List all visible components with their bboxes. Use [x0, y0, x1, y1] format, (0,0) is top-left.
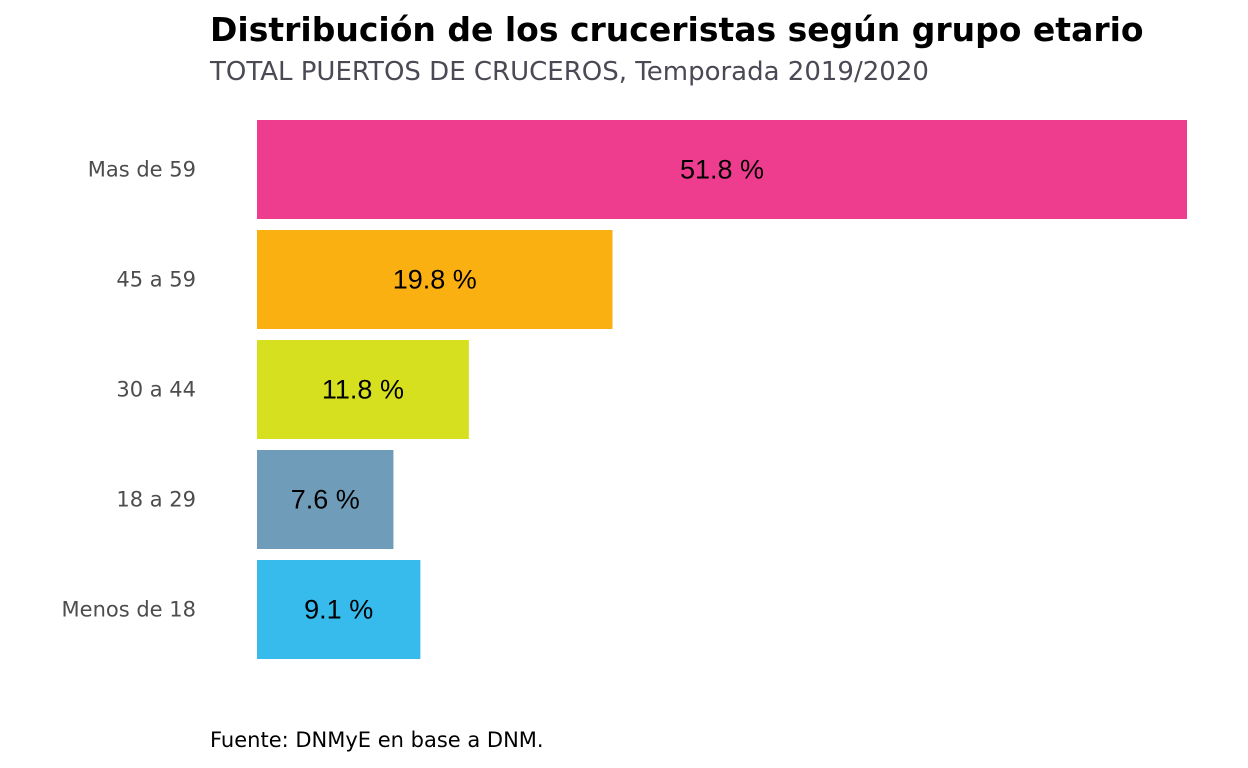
bar-4: [257, 560, 421, 659]
bar-0: [257, 120, 1187, 219]
category-label: Mas de 59: [88, 158, 196, 182]
value-label: 19.8 %: [393, 265, 477, 295]
category-label: 45 a 59: [116, 268, 196, 292]
value-label: 11.8 %: [322, 375, 404, 405]
value-label: 9.1 %: [304, 595, 373, 625]
value-label: 7.6 %: [291, 485, 360, 515]
bar-1: [257, 230, 613, 329]
bar-2: [257, 340, 469, 439]
chart-caption: Fuente: DNMyE en base a DNM.: [210, 728, 544, 752]
category-label: Menos de 18: [62, 598, 196, 622]
chart-subtitle: TOTAL PUERTOS DE CRUCEROS, Temporada 201…: [210, 57, 929, 87]
bar-3: [257, 450, 394, 549]
value-label: 51.8 %: [680, 155, 764, 185]
category-label: 18 a 29: [116, 488, 196, 512]
category-label: 30 a 44: [116, 378, 196, 402]
chart-title: Distribución de los cruceristas según gr…: [210, 10, 1144, 49]
